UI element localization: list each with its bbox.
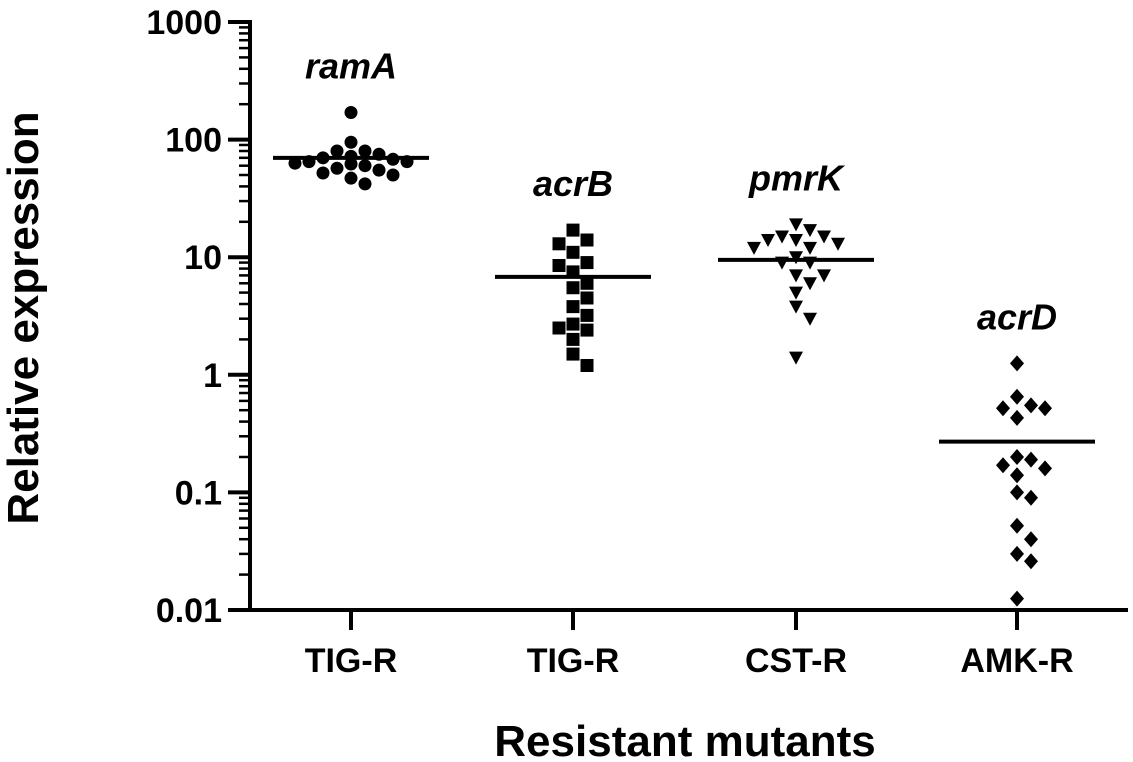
data-point [1010,448,1024,465]
data-point [761,234,775,248]
data-point [358,144,372,158]
y-tick-label: 0.1 [175,474,222,512]
data-point [344,157,358,171]
data-point [1010,484,1024,501]
data-point [580,256,594,270]
data-point [372,163,386,177]
data-point [775,230,789,244]
data-point [330,144,344,158]
data-point [1024,489,1038,506]
data-point [580,291,594,305]
data-point [358,159,372,173]
data-point [1010,409,1024,426]
data-point [803,241,817,255]
data-point [566,317,580,331]
data-point [344,171,358,185]
data-point [580,276,594,290]
data-point [1038,400,1052,417]
x-axis: TIG-R TIG-R CST-R AMK-R [248,608,1128,680]
data-point [817,230,831,244]
data-point [1010,355,1024,372]
data-point [316,166,330,180]
data-point [580,323,594,337]
data-point [386,168,400,182]
data-point [789,218,803,232]
y-tick-label: 10 [184,239,222,277]
data-point [831,237,845,251]
data-point [566,245,580,259]
data-point [552,237,566,251]
x-tick-label: AMK-R [960,642,1073,680]
data-point [1024,451,1038,468]
median-lines [273,155,1095,444]
x-tick-label: CST-R [745,642,847,680]
data-point [566,300,580,314]
data-point [1010,388,1024,405]
data-point [566,347,580,361]
x-tick-label: TIG-R [527,642,620,680]
data-point [803,312,817,326]
data-point [344,135,358,149]
data-point [803,277,817,291]
data-point [789,286,803,300]
data-points [288,105,1052,607]
data-point [580,308,594,322]
data-point [789,351,803,365]
data-point [1010,545,1024,562]
data-point [789,300,803,314]
data-point [1024,397,1038,414]
gene-label: acrB [533,163,613,204]
data-point [552,259,566,273]
y-tick-label: 1 [203,357,222,395]
data-point [996,457,1010,474]
data-point [1010,590,1024,607]
y-tick-label: 100 [165,122,222,160]
data-point [566,223,580,237]
data-point [358,177,372,191]
data-point [1010,467,1024,484]
gene-label: acrD [977,296,1057,337]
gene-label: ramA [305,45,397,86]
data-point [747,241,761,255]
x-axis-title: Resistant mutants [494,717,875,762]
y-tick-label: 0.01 [156,592,222,630]
data-point [288,156,302,170]
y-tick-label: 1000 [146,4,222,42]
data-point [580,233,594,247]
data-point [1010,517,1024,534]
data-point [996,400,1010,417]
data-point [580,358,594,372]
data-point [803,224,817,238]
data-point [344,105,358,119]
data-point [817,269,831,283]
y-axis-title: Relative expression [0,111,48,524]
data-point [789,251,803,265]
x-tick-label: TIG-R [305,642,398,680]
data-point [330,161,344,175]
gene-label: pmrK [748,157,846,198]
gene-labels: ramA acrB pmrK acrD [305,45,1057,337]
data-point [1024,531,1038,548]
data-point [1024,553,1038,570]
data-point [552,321,566,335]
data-point [566,332,580,346]
data-point [789,269,803,283]
data-point [1038,460,1052,477]
y-axis: 0.01 0.1 1 10 100 1000 [146,4,252,630]
data-point [566,281,580,295]
data-point [789,234,803,248]
